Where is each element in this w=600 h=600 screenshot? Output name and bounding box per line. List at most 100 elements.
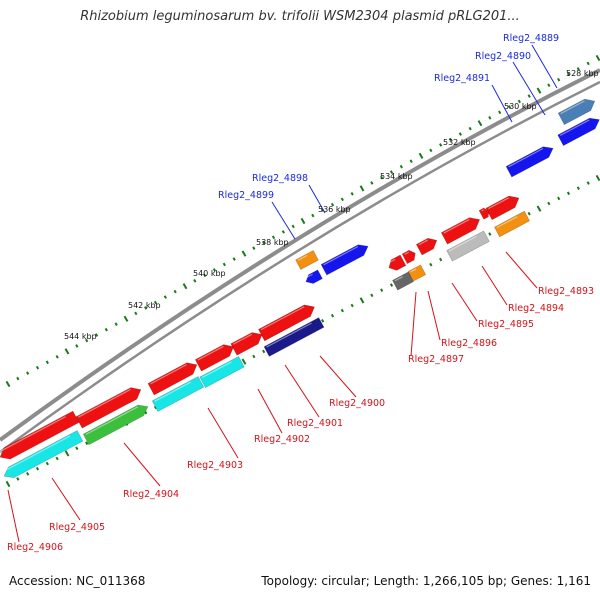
gene-arrow [258,304,315,342]
scale-dot [55,355,59,359]
scale-dot [409,159,413,164]
scale-dot [5,380,11,388]
scale-dot [547,83,551,87]
scale-dot [576,186,580,190]
gene-shape [557,117,600,147]
gene-arrow [0,410,80,460]
gene-highlight [488,197,509,210]
scale-dot [488,115,492,120]
gene-label: Rleg2_4900 [329,398,385,409]
gene-arrow [440,217,481,245]
scale-dot [557,77,561,82]
gene-arrow [401,249,416,265]
gene-highlight [154,381,192,402]
gene-label: Rleg2_4906 [7,542,63,553]
scale-labels: 528 kbp 530 kbp 532 kbp 534 kbp 536 kbp … [64,69,599,341]
scale-dot [75,344,79,348]
leader-line [207,407,239,459]
scale-dot [212,268,217,272]
gene-shape [320,244,369,276]
scale-dot [26,472,30,476]
gene-highlight [266,322,312,348]
leader-line [319,355,357,398]
scale-label: 542 kbp [128,301,161,310]
gene-shape [147,362,198,396]
gene-highlight [448,235,477,252]
gene-arrow [388,254,407,271]
scale-dot [527,94,531,98]
gene-highlight [305,273,313,279]
backbone-inner-line [0,80,600,454]
scale-dot [16,477,20,481]
scale-dot [134,311,138,316]
leader-line [123,442,161,487]
scale-dot [271,235,276,240]
scale-dot [241,358,247,365]
scale-dot [153,300,158,305]
leader-line [491,84,513,123]
gene-highlight [496,216,518,229]
scale-dot [252,354,256,359]
scale-label: 536 kbp [318,205,351,214]
leader-line [308,184,326,214]
scale-dot [182,283,188,290]
scale-dot [5,480,11,488]
scale-dot [26,371,30,375]
gene-arrow [82,404,149,446]
gene-shape [305,269,323,284]
gene-arrow [557,117,600,147]
scale-dot [429,262,433,267]
scale-dot [468,126,472,131]
gene-highlight [560,100,585,115]
gene-arrow [485,195,520,221]
scale-dot [359,185,365,192]
scale-dot [389,283,394,287]
map-title: Rhizobium leguminosarum bv. trifolii WSM… [80,9,520,24]
outer-scale-dots [5,54,600,388]
scale-dot [173,289,177,294]
gene-shape [388,254,407,271]
gene-arrow [230,332,263,356]
accession-text: Accession: NC_011368 [9,574,146,588]
scale-dot [16,376,20,381]
gene-highlight [85,406,139,436]
scale-dot [222,262,226,267]
scale-dot [350,303,354,308]
scale-label: 540 kbp [193,269,226,278]
scale-dot [595,54,600,62]
gene-shape [401,249,416,265]
scale-label: 538 kbp [256,238,289,247]
backbone-outer-line [0,68,600,442]
scale-dot [527,211,531,216]
topology-summary: Topology: circular; Length: 1,266,105 bp… [261,574,591,588]
gene-shape [0,410,80,460]
scale-dot [94,333,99,337]
bottom-gene-labels: Rleg2_4893 Rleg2_4894 Rleg2_4895 Rleg2_4… [7,286,594,553]
gene-label: Rleg2_4904 [123,489,179,500]
scale-dot [321,319,325,323]
scale-dot [35,466,40,471]
scale-dot [359,297,365,304]
leader-line [284,364,320,418]
gene-arrow [295,250,319,270]
gene-shape [494,210,530,238]
gene-shape [557,98,596,126]
scale-dot [595,174,600,182]
backbone-ring [0,68,600,454]
leader-line [257,388,283,434]
gene-arrow [415,237,438,256]
gene-arrow [320,244,369,276]
gene-label: Rleg2_4903 [187,460,243,471]
scale-dot [517,99,521,104]
gene-arrow [494,210,530,238]
gene-arrow [147,362,198,396]
scale-dot [340,308,344,313]
gene-shape [295,250,319,270]
scale-dot [370,181,374,185]
gene-highlight [388,258,396,264]
leader-line [410,291,417,357]
scale-dot [262,349,266,354]
gene-highlight [297,254,308,261]
leader-line [51,477,81,521]
scale-dot [163,295,167,299]
